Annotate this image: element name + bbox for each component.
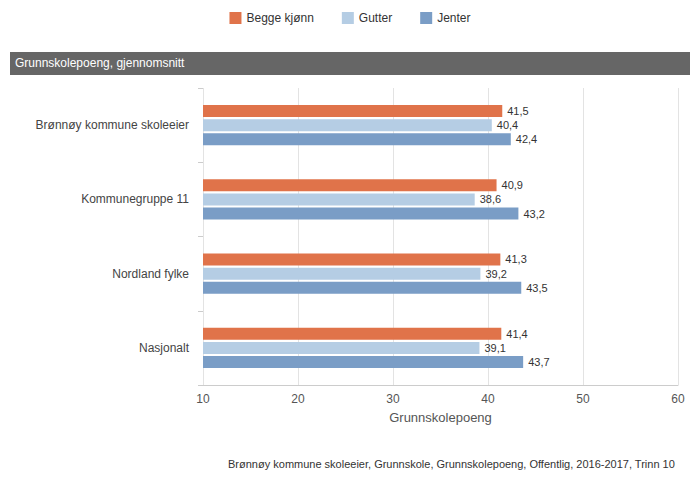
svg-text:Grunnskolepoeng, gjennomsnitt: Grunnskolepoeng, gjennomsnitt bbox=[15, 56, 185, 70]
svg-text:41,4: 41,4 bbox=[506, 328, 527, 340]
svg-text:41,3: 41,3 bbox=[505, 253, 526, 265]
svg-text:30: 30 bbox=[386, 392, 400, 406]
svg-text:Nasjonalt: Nasjonalt bbox=[139, 341, 190, 355]
svg-text:Brønnøy kommune skoleeier, Gru: Brønnøy kommune skoleeier, Grunnskole, G… bbox=[228, 458, 675, 470]
svg-text:Nordland fylke: Nordland fylke bbox=[112, 267, 189, 281]
svg-text:39,1: 39,1 bbox=[484, 342, 505, 354]
svg-text:39,2: 39,2 bbox=[485, 268, 506, 280]
svg-text:40,4: 40,4 bbox=[497, 119, 518, 131]
svg-text:40: 40 bbox=[481, 392, 495, 406]
svg-text:Begge kjønn: Begge kjønn bbox=[246, 11, 313, 25]
svg-text:41,5: 41,5 bbox=[507, 105, 528, 117]
svg-text:42,4: 42,4 bbox=[516, 133, 537, 145]
svg-text:Gutter: Gutter bbox=[359, 11, 392, 25]
svg-text:Jenter: Jenter bbox=[437, 11, 470, 25]
svg-text:43,5: 43,5 bbox=[526, 282, 547, 294]
svg-text:Brønnøy kommune skoleeier: Brønnøy kommune skoleeier bbox=[36, 118, 189, 132]
svg-text:20: 20 bbox=[291, 392, 305, 406]
svg-text:10: 10 bbox=[196, 392, 210, 406]
svg-text:50: 50 bbox=[576, 392, 590, 406]
svg-text:Kommunegruppe 11: Kommunegruppe 11 bbox=[81, 192, 189, 206]
svg-text:43,7: 43,7 bbox=[528, 356, 549, 368]
svg-text:60: 60 bbox=[671, 392, 685, 406]
svg-text:40,9: 40,9 bbox=[502, 179, 523, 191]
svg-text:43,2: 43,2 bbox=[523, 208, 544, 220]
svg-text:Grunnskolepoeng: Grunnskolepoeng bbox=[389, 410, 492, 425]
svg-text:38,6: 38,6 bbox=[480, 193, 501, 205]
